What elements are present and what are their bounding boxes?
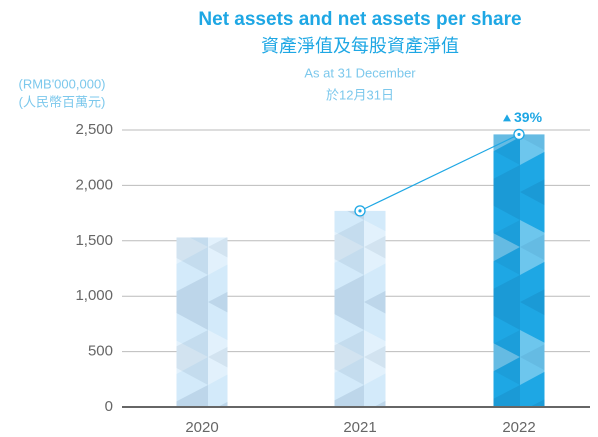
y-axis-label-zh: (人民幣百萬元) <box>19 94 106 109</box>
chart-title: Net assets and net assets per share <box>198 9 521 30</box>
chart-title-zh: 資產淨值及每股資產淨值 <box>261 36 459 56</box>
y-axis-label: (RMB'000,000) <box>18 76 105 91</box>
y-tick-label: 1,000 <box>75 287 113 304</box>
x-tick-label: 2022 <box>502 419 535 436</box>
up-triangle <box>503 114 511 122</box>
bar-texture <box>334 210 386 407</box>
x-tick-label: 2020 <box>185 419 218 436</box>
bar-texture <box>176 237 228 407</box>
growth-line <box>359 133 520 212</box>
y-tick-label: 0 <box>105 398 113 415</box>
x-tick-label: 2021 <box>343 419 376 436</box>
growth-marker-dot <box>517 132 521 137</box>
y-tick-label: 500 <box>88 343 113 360</box>
subtitle-zh: 於12月31日 <box>326 87 394 102</box>
subtitle: As at 31 December <box>304 65 416 80</box>
bar-texture <box>493 134 545 407</box>
y-tick-label: 2,500 <box>75 121 113 138</box>
annotation: 39% <box>514 109 543 125</box>
y-tick-label: 2,000 <box>75 176 113 193</box>
growth-marker-dot <box>358 209 362 213</box>
y-tick-label: 1,500 <box>75 232 113 249</box>
